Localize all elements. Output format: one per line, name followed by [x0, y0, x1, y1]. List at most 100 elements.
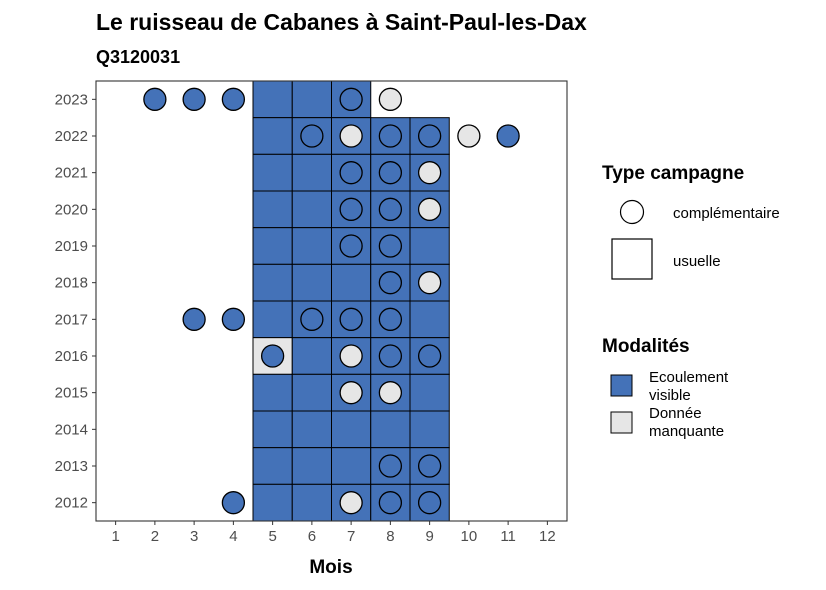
- tile-2014-6: [291, 410, 332, 449]
- x-tick-label-11: 11: [500, 528, 516, 545]
- tile-2018-5: [252, 263, 293, 302]
- point-2013-9: [417, 454, 442, 478]
- tile-2019-5: [252, 227, 293, 265]
- point-2023-2: [143, 87, 167, 111]
- point-2018-8: [378, 271, 403, 295]
- point-2012-7: [339, 491, 363, 515]
- point-2020-9: [417, 197, 442, 221]
- tile-2023-5: [252, 80, 293, 119]
- legend-key-visible: [610, 374, 633, 397]
- tile-2017-9: [409, 300, 450, 339]
- tile-2018-7: [331, 263, 372, 302]
- point-2012-8: [378, 491, 403, 515]
- tile-2012-6: [291, 483, 332, 522]
- tile-2016-6: [291, 337, 332, 375]
- point-2017-8: [378, 307, 403, 331]
- x-axis-title: Mois: [309, 557, 352, 578]
- legend-label-visible-line2: visible: [649, 387, 691, 404]
- point-2022-6: [300, 124, 324, 148]
- y-tick-label-2016: 2016: [55, 348, 88, 365]
- tile-2023-6: [291, 80, 332, 119]
- x-tick-label-7: 7: [347, 528, 355, 545]
- point-2022-11: [496, 124, 520, 148]
- tile-2015-5: [252, 373, 293, 412]
- y-axis: 2012 2013 2014 2015 2016 2017 2018 2019 2020 2021…: [55, 91, 96, 512]
- point-2013-8: [378, 454, 403, 478]
- legend-fill-title: Modalités: [602, 336, 690, 357]
- y-tick-label-2019: 2019: [55, 238, 88, 255]
- tile-2021-5: [252, 153, 293, 192]
- tile-2014-9: [409, 410, 450, 449]
- legend: Type campagne complémentaire usuelle Mod…: [602, 163, 780, 440]
- legend-square-key: [611, 238, 653, 280]
- tile-2013-7: [331, 447, 372, 485]
- point-2016-5: [260, 344, 285, 368]
- point-2019-7: [339, 234, 363, 258]
- x-tick-label-3: 3: [190, 528, 198, 545]
- legend-shape-title: Type campagne: [602, 163, 744, 184]
- legend-label-usuelle: usuelle: [673, 253, 721, 270]
- tile-2019-9: [409, 227, 450, 265]
- x-tick-label-5: 5: [268, 528, 276, 545]
- tile-2012-5: [252, 483, 293, 522]
- tile-2014-7: [331, 410, 372, 449]
- point-2023-4: [221, 87, 246, 111]
- point-2021-8: [378, 161, 403, 185]
- point-2015-8: [378, 381, 403, 405]
- point-2022-9: [417, 124, 442, 148]
- tile-2013-8: [370, 447, 411, 485]
- point-2017-7: [339, 307, 363, 331]
- legend-key-missing: [610, 411, 633, 434]
- x-tick-label-4: 4: [229, 528, 237, 545]
- point-2023-3: [182, 87, 206, 111]
- x-tick-label-9: 9: [425, 528, 433, 545]
- tile-2018-6: [291, 263, 332, 302]
- point-2021-9: [417, 161, 442, 185]
- y-tick-label-2014: 2014: [55, 421, 88, 438]
- plot-panel: [95, 80, 568, 522]
- point-2020-7: [339, 197, 363, 221]
- tile-2015-6: [291, 373, 332, 412]
- point-2017-4: [221, 307, 246, 331]
- y-tick-label-2021: 2021: [55, 165, 88, 182]
- tile-2022-5: [252, 117, 293, 155]
- x-tick-label-12: 12: [539, 528, 556, 545]
- x-tick-label-10: 10: [461, 528, 478, 545]
- x-tick-label-1: 1: [111, 528, 119, 545]
- chart-title: Le ruisseau de Cabanes à Saint-Paul-les-…: [96, 9, 587, 35]
- tile-2013-5: [252, 447, 293, 485]
- point-2023-8: [378, 87, 403, 111]
- y-tick-label-2018: 2018: [55, 275, 88, 292]
- x-tick-label-2: 2: [151, 528, 159, 545]
- y-tick-label-2017: 2017: [55, 311, 88, 328]
- point-2016-7: [339, 344, 363, 368]
- x-tick-label-6: 6: [308, 528, 316, 545]
- tile-2020-5: [252, 190, 293, 229]
- tile-2014-8: [370, 410, 411, 449]
- panel-border: [95, 80, 568, 522]
- y-tick-label-2023: 2023: [55, 91, 88, 108]
- tile-2015-9: [409, 373, 450, 412]
- point-2018-9: [417, 271, 442, 295]
- tile-2012-9: [409, 483, 450, 522]
- legend-label-missing-line1: Donnée: [649, 405, 702, 422]
- point-2023-7: [339, 87, 363, 111]
- point-2020-8: [378, 197, 403, 221]
- chart-subtitle: Q3120031: [96, 47, 180, 67]
- legend-label-visible-line1: Ecoulement: [649, 369, 729, 386]
- legend-label-visible: Ecoulement visible: [649, 369, 732, 404]
- tile-2021-6: [291, 153, 332, 192]
- point-2017-3: [182, 307, 206, 331]
- point-2012-9: [417, 491, 442, 515]
- y-tick-label-2015: 2015: [55, 385, 88, 402]
- x-axis: 1 2 3 4 5 6 7 8 9 10 11 12: [111, 521, 556, 545]
- x-tick-label-8: 8: [386, 528, 394, 545]
- y-tick-label-2020: 2020: [55, 201, 88, 218]
- legend-label-complementaire: complémentaire: [673, 205, 780, 222]
- point-2016-8: [378, 344, 403, 368]
- point-2019-8: [378, 234, 403, 258]
- point-2022-10: [457, 124, 481, 148]
- tile-2014-5: [252, 410, 293, 449]
- legend-label-missing-line2: manquante: [649, 423, 724, 440]
